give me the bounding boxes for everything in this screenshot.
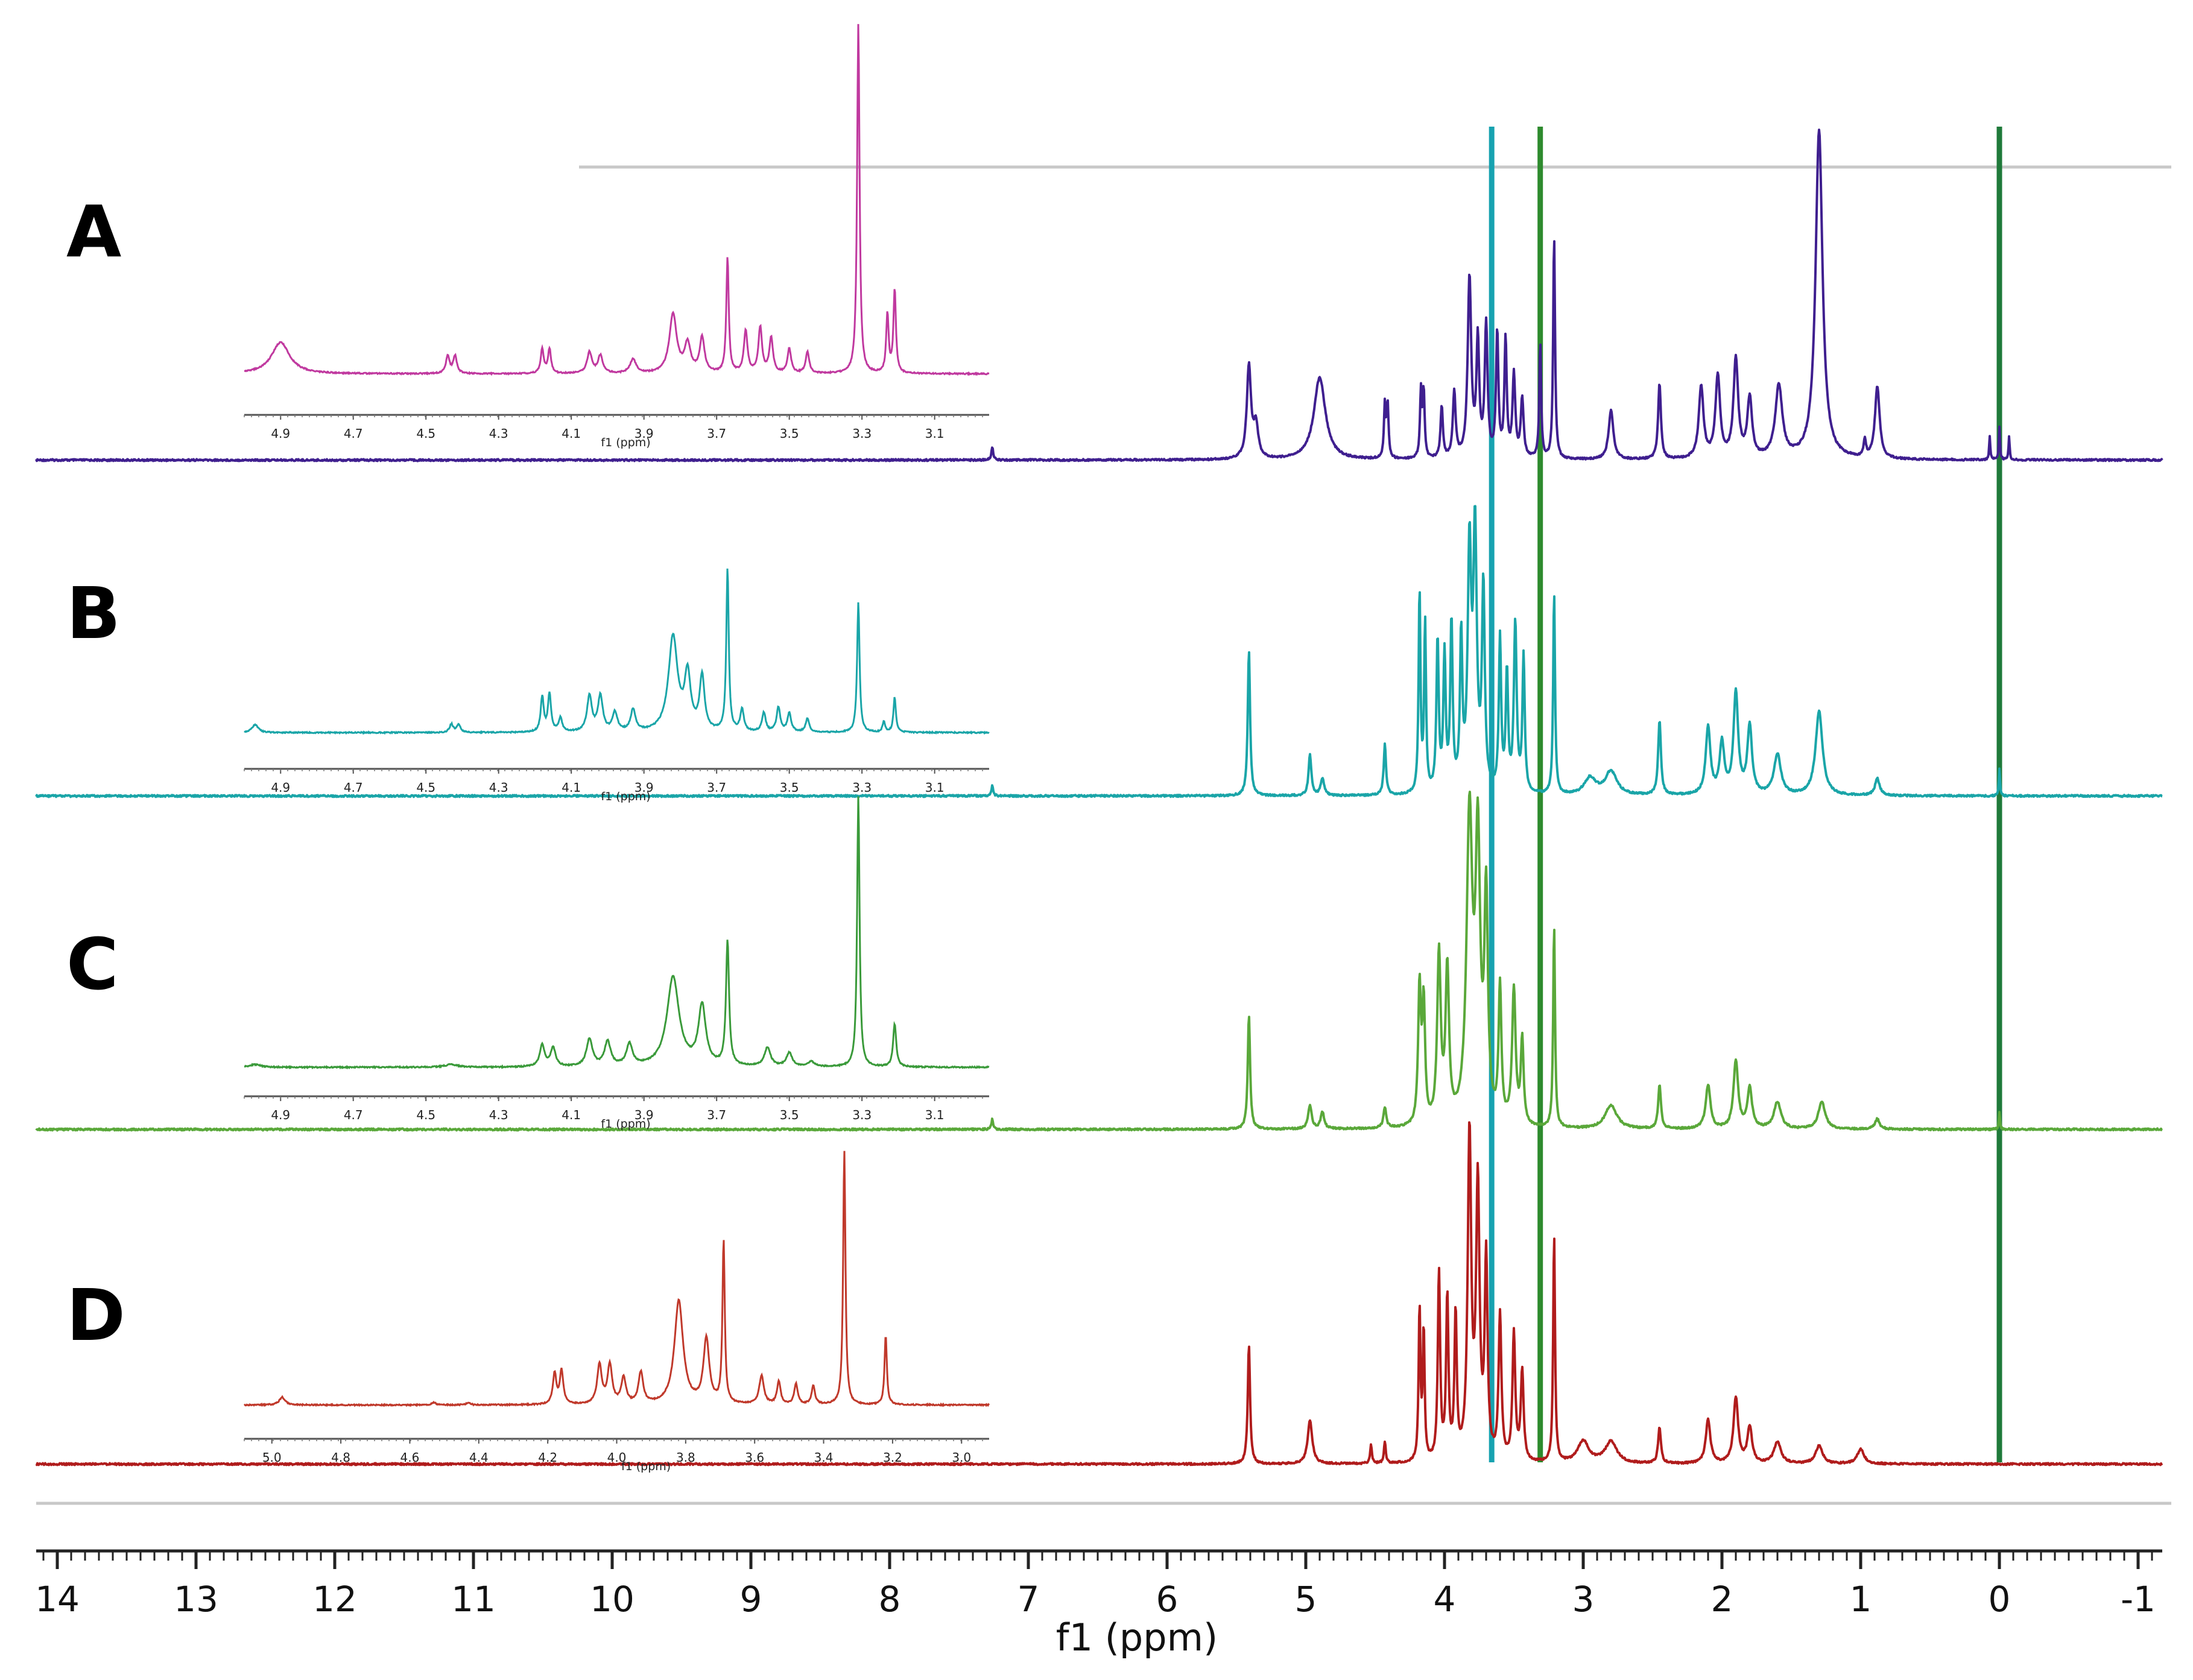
x-axis-ticks: 14 13 12 11 10 9 8 7 6 5 4 3 2 1 0 -1 xyxy=(35,1551,2156,1620)
inset-tick-label: 4.2 xyxy=(538,1450,557,1465)
spectrum-line-c xyxy=(35,791,2163,1132)
inset-spectrum-line xyxy=(244,24,990,376)
inset-axis-label: f1 (ppm) xyxy=(621,1460,671,1473)
panel-label-c: C xyxy=(66,923,119,1006)
inset-tick-label: 4.9 xyxy=(271,780,290,795)
inset-spectrum-line xyxy=(244,568,990,735)
inset-tick-label: 3.9 xyxy=(634,1108,654,1122)
inset-tick-label: 3.7 xyxy=(707,1108,726,1122)
panel-label-d: D xyxy=(66,1274,125,1357)
inset-tick-label: 3.5 xyxy=(780,426,799,441)
inset-spectrum-line xyxy=(243,1151,990,1407)
inset-c: 4.9 4.7 4.5 4.3 4.1 3.9 3.7 3.5 3.3 3.1 f1 (ppm) xyxy=(244,796,990,1131)
x-tick-label: 11 xyxy=(451,1579,496,1620)
x-tick-label: 5 xyxy=(1295,1579,1317,1620)
inset-b: 4.9 4.7 4.5 4.3 4.1 3.9 3.7 3.5 3.3 3.1 f1 (ppm) xyxy=(244,568,990,803)
x-axis: 14 13 12 11 10 9 8 7 6 5 4 3 2 1 0 -1 f1 (ppm) xyxy=(35,1549,2162,1659)
inset-tick-label: 3.3 xyxy=(852,426,872,441)
x-tick-label: 4 xyxy=(1434,1579,1456,1620)
panel-label-a: A xyxy=(66,190,121,273)
x-tick-label: 9 xyxy=(740,1579,762,1620)
spectrum-line-b xyxy=(35,505,2163,798)
x-tick-label: 7 xyxy=(1017,1579,1040,1620)
x-tick-label: 10 xyxy=(590,1579,634,1620)
inset-tick-label: 4.5 xyxy=(416,426,435,441)
spectrum-line-d xyxy=(35,1121,2163,1467)
inset-tick-label: 3.3 xyxy=(852,1108,872,1122)
inset-tick-label: 4.3 xyxy=(489,426,508,441)
x-tick-label: 14 xyxy=(35,1579,80,1620)
zoom-insets: 4.9 4.7 4.5 4.3 4.1 3.9 3.7 3.5 3.3 3.1f1 (ppm)4.… xyxy=(243,24,990,1473)
inset-tick-label: 4.5 xyxy=(416,1108,435,1122)
inset-tick-label: 5.0 xyxy=(262,1450,282,1465)
inset-d: 5.0 4.8 4.6 4.4 4.2 4.0 3.8 3.6 3.4 3.2 3.0 f1 (ppm… xyxy=(243,1151,990,1473)
inset-tick-label: 4.3 xyxy=(489,1108,508,1122)
x-tick-label: -1 xyxy=(2121,1579,2156,1620)
spectra-traces xyxy=(35,128,2163,1467)
inset-tick-label: 4.3 xyxy=(489,780,508,795)
panel-labels: A B C D xyxy=(66,190,125,1357)
inset-tick-label: 4.7 xyxy=(344,780,363,795)
inset-tick-label: 3.9 xyxy=(634,426,654,441)
inset-axis-label: f1 (ppm) xyxy=(601,790,650,803)
inset-spectrum-line xyxy=(244,796,990,1070)
inset-tick-label: 3.3 xyxy=(852,780,872,795)
inset-tick-label: 4.9 xyxy=(271,426,290,441)
inset-tick-label: 3.6 xyxy=(745,1450,764,1465)
x-tick-label: 6 xyxy=(1156,1579,1179,1620)
x-tick-label: 0 xyxy=(1989,1579,2011,1620)
inset-tick-label: 4.4 xyxy=(469,1450,489,1465)
inset-tick-label: 3.5 xyxy=(780,780,799,795)
panel-label-b: B xyxy=(66,572,121,655)
x-tick-label: 2 xyxy=(1711,1579,1733,1620)
inset-tick-label: 3.4 xyxy=(814,1450,834,1465)
x-tick-label: 1 xyxy=(1850,1579,1872,1620)
inset-tick-label: 4.6 xyxy=(400,1450,420,1465)
x-tick-label: 13 xyxy=(174,1579,218,1620)
x-tick-label: 8 xyxy=(879,1579,901,1620)
inset-tick-label: 3.5 xyxy=(780,1108,799,1122)
inset-tick-label: 3.1 xyxy=(925,426,945,441)
inset-tick-label: 4.1 xyxy=(562,780,581,795)
x-tick-label: 3 xyxy=(1572,1579,1595,1620)
spectrum-line-a xyxy=(35,128,2163,463)
x-tick-label: 12 xyxy=(312,1579,357,1620)
inset-tick-label: 3.8 xyxy=(676,1450,695,1465)
inset-tick-label: 4.0 xyxy=(607,1450,627,1465)
inset-a: 4.9 4.7 4.5 4.3 4.1 3.9 3.7 3.5 3.3 3.1 f1 (ppm) xyxy=(244,24,990,449)
inset-tick-label: 4.1 xyxy=(562,426,581,441)
inset-tick-label: 3.0 xyxy=(952,1450,971,1465)
inset-tick-label: 4.5 xyxy=(416,780,435,795)
x-axis-label: f1 (ppm) xyxy=(1056,1615,1218,1659)
inset-axis-label: f1 (ppm) xyxy=(601,436,650,449)
inset-tick-label: 3.9 xyxy=(634,780,654,795)
inset-tick-label: 3.1 xyxy=(925,780,945,795)
inset-axis-label: f1 (ppm) xyxy=(601,1117,650,1131)
inset-tick-label: 3.7 xyxy=(707,780,726,795)
inset-tick-label: 3.7 xyxy=(707,426,726,441)
inset-tick-label: 3.2 xyxy=(883,1450,902,1465)
inset-tick-label: 4.7 xyxy=(344,1108,363,1122)
inset-tick-label: 3.1 xyxy=(925,1108,945,1122)
inset-tick-label: 4.7 xyxy=(344,426,363,441)
inset-tick-label: 4.9 xyxy=(271,1108,290,1122)
inset-tick-label: 4.8 xyxy=(331,1450,350,1465)
inset-tick-label: 4.1 xyxy=(562,1108,581,1122)
